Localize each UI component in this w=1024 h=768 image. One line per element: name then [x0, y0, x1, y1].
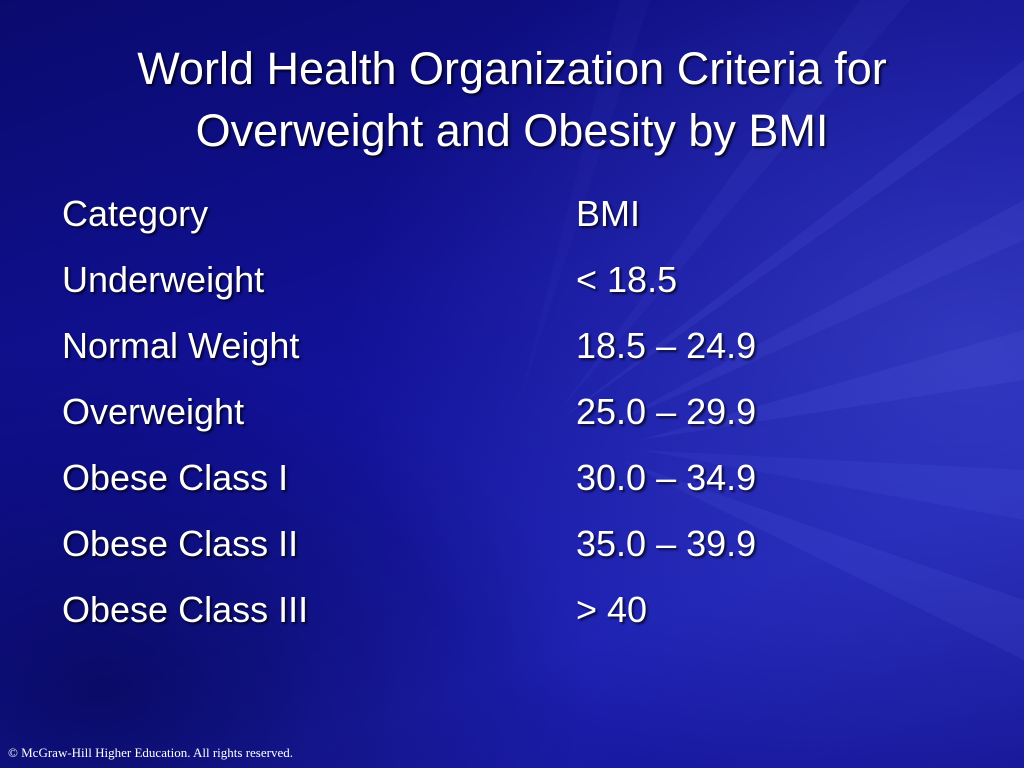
table-row: Obese Class II 35.0 – 39.9: [62, 518, 962, 584]
category-cell: Obese Class III: [62, 589, 309, 630]
table-row: Overweight 25.0 – 29.9: [62, 386, 962, 452]
slide-title: World Health Organization Criteria for O…: [40, 38, 984, 162]
header-bmi: BMI: [576, 193, 641, 234]
header-category: Category: [62, 193, 209, 234]
table-row: Underweight < 18.5: [62, 254, 962, 320]
bmi-cell: 35.0 – 39.9: [576, 523, 757, 564]
bmi-cell: 30.0 – 34.9: [576, 457, 757, 498]
category-cell: Underweight: [62, 259, 265, 300]
category-cell: Obese Class I: [62, 457, 289, 498]
copyright-footer: © McGraw-Hill Higher Education. All righ…: [8, 745, 293, 760]
category-cell: Overweight: [62, 391, 245, 432]
bmi-cell: 18.5 – 24.9: [576, 325, 757, 366]
table-row: Normal Weight 18.5 – 24.9: [62, 320, 962, 386]
table-row: Obese Class I 30.0 – 34.9: [62, 452, 962, 518]
bmi-cell: > 40: [576, 589, 648, 630]
bmi-criteria-table: Category BMI Underweight < 18.5 Normal W…: [62, 188, 962, 650]
slide-title-line-2: Overweight and Obesity by BMI: [195, 105, 829, 156]
bmi-cell: 25.0 – 29.9: [576, 391, 757, 432]
category-cell: Obese Class II: [62, 523, 299, 564]
category-cell: Normal Weight: [62, 325, 300, 366]
slide-title-line-1: World Health Organization Criteria for: [137, 43, 887, 94]
bmi-cell: < 18.5: [576, 259, 678, 300]
table-header-row: Category BMI: [62, 188, 962, 254]
table-row: Obese Class III > 40: [62, 584, 962, 650]
